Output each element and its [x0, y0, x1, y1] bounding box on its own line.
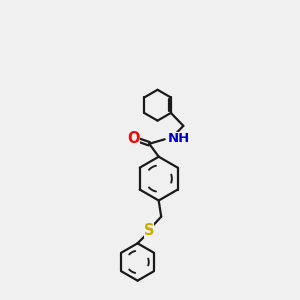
Text: O: O	[128, 131, 140, 146]
Text: S: S	[143, 223, 154, 238]
Text: NH: NH	[168, 132, 190, 145]
